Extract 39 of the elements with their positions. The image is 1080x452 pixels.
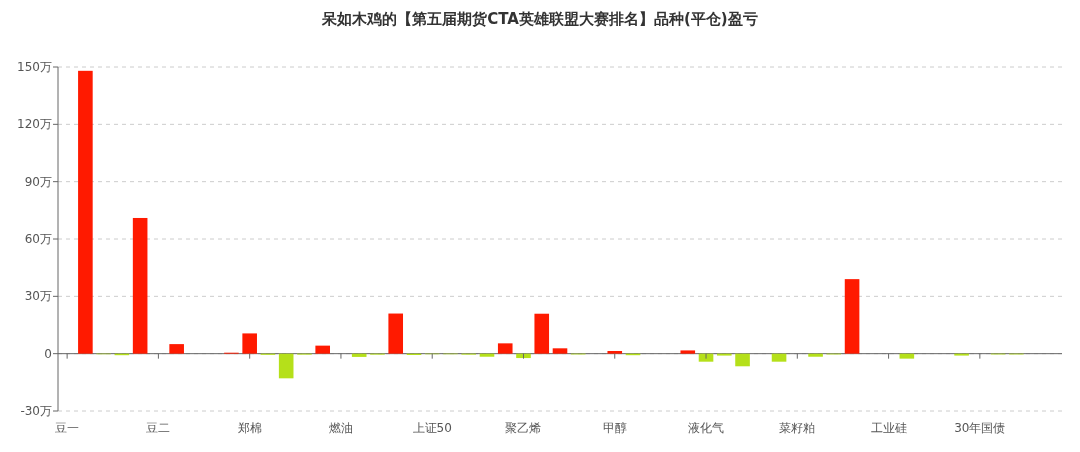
bar <box>899 353 915 359</box>
bar <box>552 348 568 354</box>
y-tick-label: 30万 <box>24 289 52 304</box>
y-tick-label: 60万 <box>24 232 52 246</box>
x-tick-label: 甲醇 <box>602 421 627 435</box>
bar <box>78 70 93 354</box>
x-tick-label: 菜籽粕 <box>779 421 816 435</box>
bar <box>169 344 184 354</box>
bar <box>808 353 823 357</box>
bar <box>680 350 696 354</box>
bar <box>278 353 294 379</box>
x-tick-label: 上证50 <box>412 421 452 435</box>
bar <box>351 353 367 357</box>
y-tick-label: 120万 <box>17 117 52 132</box>
x-tick-label: 郑棉 <box>237 421 262 435</box>
x-tick-label: 豆一 <box>55 421 80 435</box>
bar <box>771 353 787 362</box>
bar <box>242 333 257 354</box>
bar <box>132 217 148 354</box>
bar <box>698 353 714 362</box>
y-tick-label: 150万 <box>17 60 52 74</box>
bar <box>388 313 404 354</box>
bar <box>735 353 750 367</box>
y-tick-label: 90万 <box>24 174 52 189</box>
x-tick-label: 豆二 <box>146 421 171 435</box>
bar <box>844 279 860 354</box>
chart-title: 呆如木鸡的【第五届期货CTA英雄联盟大赛排名】品种(平仓)盈亏 <box>321 10 758 28</box>
bar <box>497 343 513 354</box>
x-tick-label: 30年国债 <box>954 421 1006 435</box>
bar <box>315 345 330 354</box>
x-tick-label: 聚乙烯 <box>505 421 542 435</box>
x-tick-label: 工业硅 <box>870 421 907 435</box>
x-tick-label: 液化气 <box>688 421 725 435</box>
y-tick-label: 0 <box>44 346 52 361</box>
x-tick-label: 燃油 <box>328 421 353 435</box>
bar <box>479 353 495 357</box>
y-tick-label: -30万 <box>20 404 52 418</box>
bar <box>607 350 623 354</box>
bar <box>534 313 550 354</box>
